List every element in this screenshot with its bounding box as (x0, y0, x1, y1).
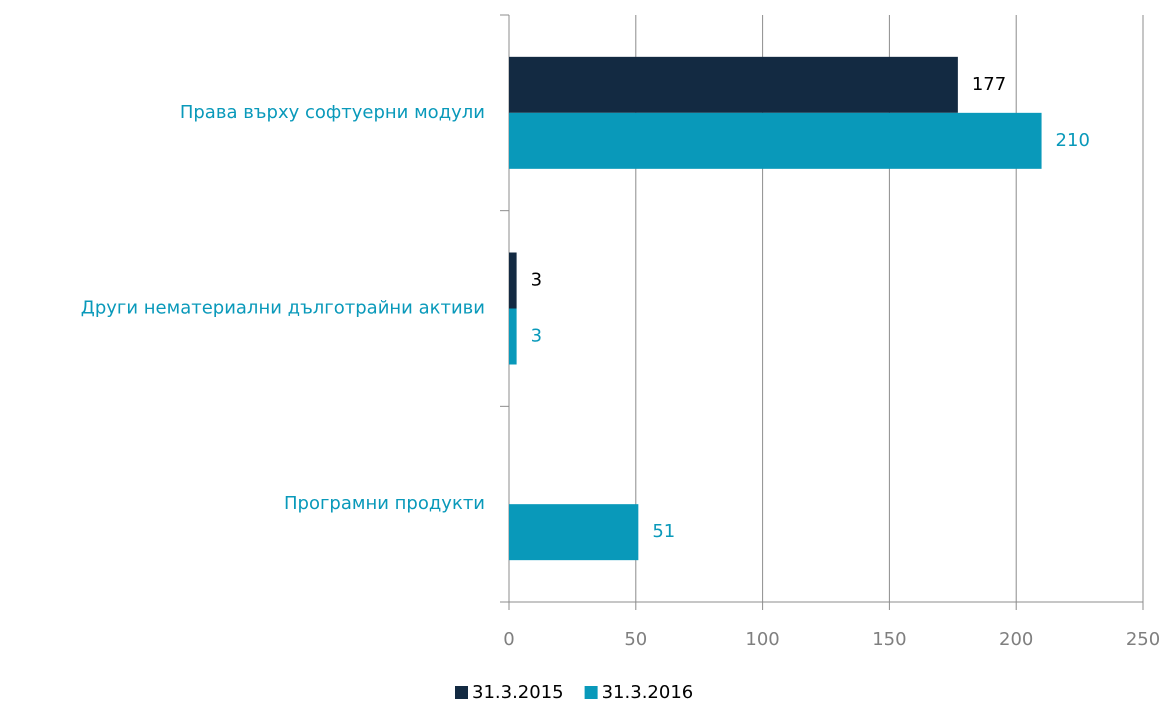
bar (509, 252, 517, 309)
legend-label: 31.3.2016 (602, 682, 694, 703)
bar (509, 56, 958, 113)
data-label: 51 (652, 521, 675, 542)
x-tick-label: 50 (624, 629, 647, 650)
x-tick-label: 100 (745, 629, 779, 650)
legend-swatch (455, 686, 468, 699)
x-tick-label: 0 (503, 629, 514, 650)
category-label: Други нематериални дълготрайни активи (81, 298, 485, 319)
x-tick-label: 250 (1126, 629, 1160, 650)
bar (509, 308, 517, 365)
bar (509, 504, 639, 561)
bar (509, 112, 1042, 169)
legend-swatch (584, 686, 598, 699)
x-tick-label: 150 (872, 629, 906, 650)
category-label: Права върху софтуерни модули (180, 102, 485, 123)
category-label: Програмни продукти (284, 493, 485, 514)
data-label: 3 (531, 326, 542, 347)
data-label: 3 (531, 270, 542, 291)
data-label: 210 (1056, 130, 1090, 151)
legend-label: 31.3.2015 (472, 682, 564, 703)
data-label: 177 (972, 74, 1006, 95)
x-tick-label: 200 (999, 629, 1033, 650)
